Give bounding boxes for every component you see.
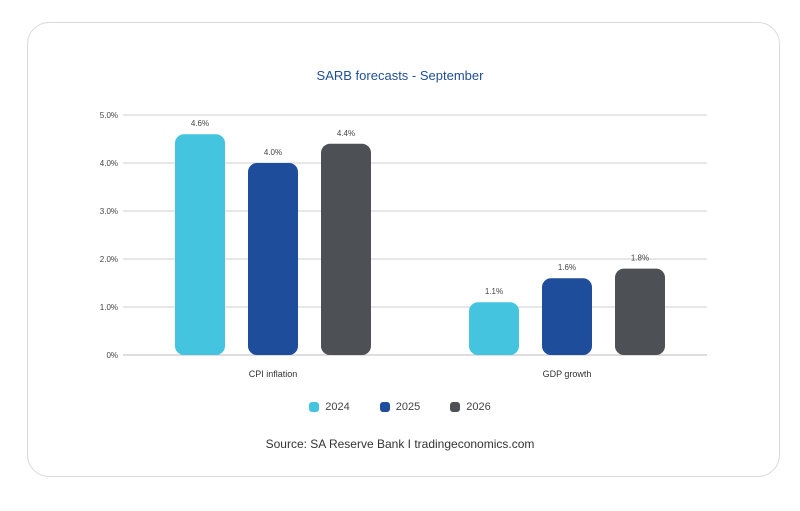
y-tick-label: 2.0% — [100, 255, 118, 264]
source-note: Source: SA Reserve Bank I tradingeconomi… — [0, 437, 800, 451]
bar-2026 — [321, 143, 371, 355]
y-tick-label: 3.0% — [100, 207, 118, 216]
data-label: 1.6% — [558, 263, 576, 272]
data-label: 1.8% — [631, 254, 649, 263]
x-category-label: GDP growth — [543, 369, 592, 379]
bar-2024 — [175, 134, 225, 355]
legend-label-2025: 2025 — [395, 401, 421, 413]
legend-label-2024: 2024 — [325, 401, 350, 413]
x-category-label: CPI inflation — [249, 369, 298, 379]
data-label: 4.6% — [191, 119, 209, 128]
bar-2025 — [248, 163, 298, 355]
legend-item-2025: 2025 — [379, 401, 421, 413]
bar-2025 — [542, 278, 592, 355]
source-prefix: Source: — [265, 437, 307, 451]
bar-2024 — [469, 302, 519, 355]
data-label: 4.4% — [337, 129, 355, 138]
y-tick-label: 1.0% — [100, 303, 118, 312]
data-label: 4.0% — [264, 148, 282, 157]
legend-swatch-2024 — [309, 402, 320, 412]
y-tick-label: 4.0% — [100, 159, 118, 168]
legend-item-2026: 2026 — [450, 401, 491, 413]
y-tick-label: 0% — [106, 351, 118, 360]
data-label: 1.1% — [485, 287, 503, 296]
legend: 2024 2025 2026 — [0, 401, 800, 413]
source-text: SA Reserve Bank I tradingeconomics.com — [306, 437, 535, 451]
legend-item-2024: 2024 — [309, 401, 350, 413]
legend-swatch-2026 — [450, 402, 461, 412]
legend-swatch-2025 — [379, 402, 390, 412]
bar-2026 — [615, 268, 665, 355]
y-tick-label: 5.0% — [100, 111, 118, 120]
chart-card — [27, 22, 780, 477]
legend-label-2026: 2026 — [466, 401, 491, 413]
chart-title: SARB forecasts - September — [316, 68, 484, 83]
